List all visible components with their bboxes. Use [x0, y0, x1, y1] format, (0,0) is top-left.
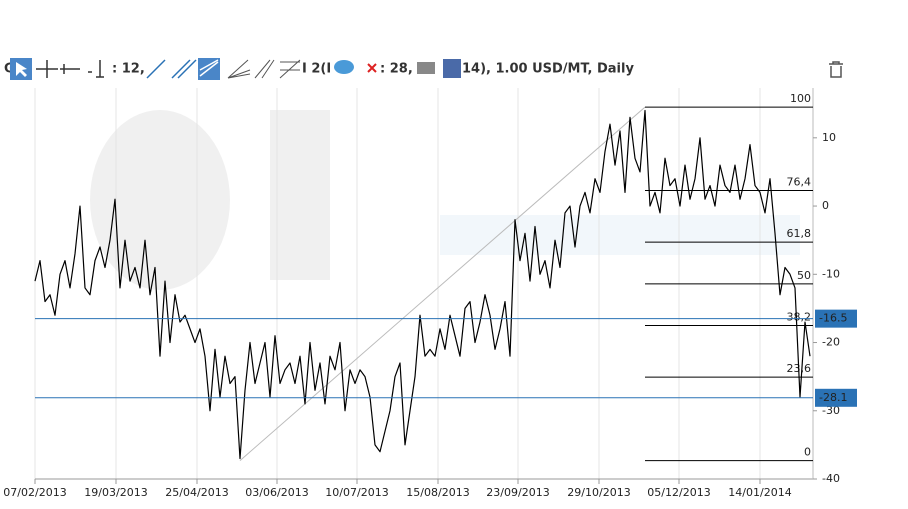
price-tag-label: -16.5 [819, 312, 847, 325]
fib-level-label: 61,8 [787, 227, 812, 240]
fib-level-label: 76,4 [787, 176, 812, 189]
fib-level-label: 38,2 [787, 311, 812, 324]
price-tag [815, 309, 857, 328]
delete-tool[interactable] [367, 63, 377, 73]
x-tick-label: 15/08/2013 [406, 486, 469, 499]
fib-trendline [239, 106, 646, 461]
y-tick-label: -10 [822, 267, 840, 280]
x-tick-label: 03/06/2013 [245, 486, 308, 499]
x-tick-label: 25/04/2013 [165, 486, 228, 499]
x-tick-label: 10/07/2013 [325, 486, 388, 499]
pointer-icon [16, 62, 27, 77]
print-tool[interactable] [417, 62, 435, 74]
price-tag [815, 388, 857, 407]
y-tick-label: -40 [822, 472, 840, 485]
toolbar-text: G [4, 62, 15, 77]
save-tool[interactable] [443, 59, 461, 78]
x-tick-label: 23/09/2013 [486, 486, 549, 499]
toolbar-text: 14), 1.00 USD/MT, Daily [462, 62, 634, 77]
trash-icon[interactable] [829, 61, 843, 78]
fib-level-label: 100 [790, 92, 811, 105]
vline-tool[interactable] [96, 60, 104, 78]
toolbar-text: : 12, [112, 62, 145, 77]
y-tick-label: -20 [822, 336, 840, 349]
price-line [34, 109, 811, 460]
x-tick-label: 05/12/2013 [647, 486, 710, 499]
toolbar-text: I 2(I [302, 62, 331, 77]
line-tools[interactable] [146, 59, 197, 79]
x-tick-label: 29/10/2013 [567, 486, 630, 499]
x-tick-label: 19/03/2013 [84, 486, 147, 499]
y-tick-label: 10 [822, 131, 836, 144]
fib-level-label: 0 [804, 446, 811, 459]
toolbar: G : 12, I 2(I : 28, 14), 1.00 USD/MT, Da… [4, 58, 843, 80]
crosshair-tool[interactable] [36, 60, 92, 78]
fib-level-label: 50 [797, 269, 811, 282]
fan-tools[interactable] [227, 59, 301, 79]
y-tick-label: -30 [822, 404, 840, 417]
y-tick-label: 0 [822, 199, 829, 212]
price-tag-label: -28.1 [819, 391, 847, 404]
x-tick-label: 07/02/2013 [3, 486, 66, 499]
comment-tool[interactable] [334, 60, 354, 74]
x-tick-label: 14/01/2014 [728, 486, 791, 499]
channel-icon [199, 59, 219, 77]
toolbar-text: : 28, [380, 62, 413, 77]
